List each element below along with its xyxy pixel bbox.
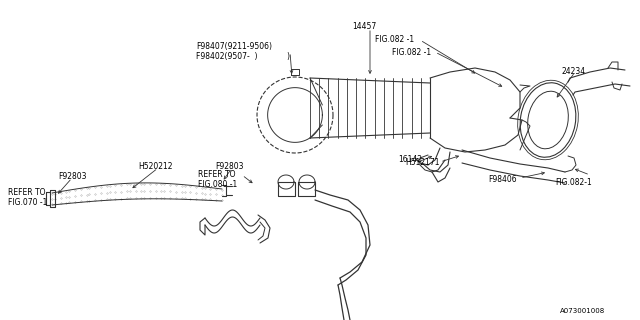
Text: F92803: F92803 <box>215 162 243 171</box>
Text: H512171: H512171 <box>405 158 440 167</box>
Text: FIG.082 -1: FIG.082 -1 <box>392 48 431 57</box>
Text: 16142: 16142 <box>398 155 422 164</box>
Text: A073001008: A073001008 <box>560 308 605 314</box>
Text: F92803: F92803 <box>58 172 86 181</box>
Text: FIG.070 -1: FIG.070 -1 <box>8 198 47 207</box>
Text: REFER TO: REFER TO <box>8 188 45 197</box>
Text: ): ) <box>286 52 289 61</box>
Text: H520212: H520212 <box>138 162 173 171</box>
Text: 14457: 14457 <box>352 22 376 31</box>
Text: F98402(9507-  ): F98402(9507- ) <box>196 52 257 61</box>
Text: F98406: F98406 <box>488 175 516 184</box>
Text: REFER TO: REFER TO <box>198 170 236 179</box>
Text: FIG.080 -1: FIG.080 -1 <box>198 180 237 189</box>
Text: FIG.082 -1: FIG.082 -1 <box>375 35 414 44</box>
Text: 24234: 24234 <box>562 67 586 76</box>
Text: FIG.082-1: FIG.082-1 <box>555 178 592 187</box>
Text: F98407(9211-9506): F98407(9211-9506) <box>196 42 272 51</box>
